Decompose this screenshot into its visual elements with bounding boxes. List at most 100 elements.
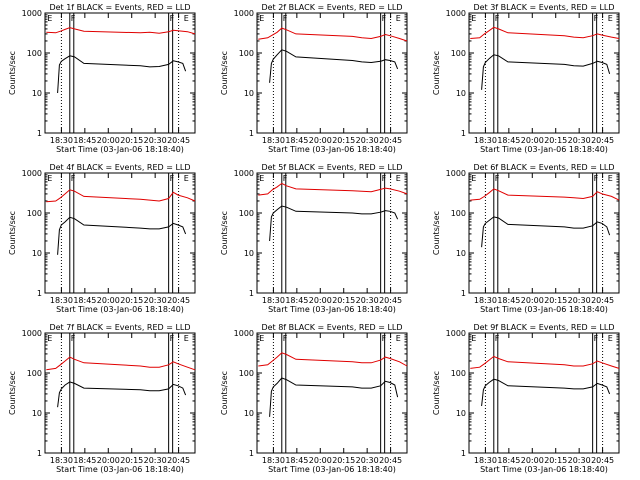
x-tick-label: 20:00 xyxy=(309,456,332,465)
events-series-line xyxy=(481,378,611,407)
x-tick-label: 18:45 xyxy=(73,456,96,465)
x-tick-label: 18:30 xyxy=(474,296,497,305)
x-tick-label: 20:30 xyxy=(568,456,591,465)
x-tick-label: 20:15 xyxy=(544,136,567,145)
x-tick-label: 20:15 xyxy=(544,296,567,305)
y-tick-label: 1 xyxy=(461,289,466,298)
x-tick-label: 18:30 xyxy=(474,456,497,465)
x-tick-label: 18:45 xyxy=(285,456,308,465)
chart-panel: Det 6f BLACK = Events, RED = LLD Counts/s… xyxy=(432,163,620,314)
plot-frame xyxy=(44,172,196,294)
x-tick-label: 20:15 xyxy=(120,136,143,145)
x-tick-label: 20:15 xyxy=(332,296,355,305)
flag-label: E xyxy=(608,174,613,183)
lld-series-line xyxy=(258,352,408,367)
plot-frame xyxy=(256,172,408,294)
chart-title: Det 6f BLACK = Events, RED = LLD xyxy=(473,163,614,172)
chart-panel: Det 4f BLACK = Events, RED = LLD Counts/s… xyxy=(8,163,196,314)
x-axis-label: Start Time (03-Jan-06 18:18:40) xyxy=(268,145,396,154)
x-axis-label: Start Time (03-Jan-06 18:18:40) xyxy=(268,465,396,474)
x-tick-label: 20:00 xyxy=(309,136,332,145)
chart-panel: Det 2f BLACK = Events, RED = LLD Counts/s… xyxy=(220,3,408,154)
x-tick-label: 20:45 xyxy=(379,296,402,305)
x-tick-label: 20:30 xyxy=(356,296,379,305)
y-tick-label: 1 xyxy=(249,449,254,458)
y-tick-label: 100 xyxy=(239,209,254,218)
x-tick-label: 20:15 xyxy=(120,456,143,465)
x-tick-label: 20:45 xyxy=(167,296,190,305)
x-tick-label: 20:30 xyxy=(144,136,167,145)
y-tick-label: 1000 xyxy=(234,9,254,18)
lld-series-line xyxy=(470,355,620,369)
y-tick-label: 1 xyxy=(37,289,42,298)
x-axis-label: Start Time (03-Jan-06 18:18:40) xyxy=(56,145,184,154)
y-axis-label: Counts/sec xyxy=(432,371,441,415)
flag-label: E xyxy=(396,174,401,183)
y-tick-label: 1 xyxy=(37,449,42,458)
flag-label: E xyxy=(47,14,52,23)
flag-label: E xyxy=(259,334,264,343)
x-tick-label: 18:30 xyxy=(262,136,285,145)
x-tick-label: 20:00 xyxy=(97,456,120,465)
x-tick-label: 20:30 xyxy=(356,456,379,465)
y-axis-label: Counts/sec xyxy=(8,211,17,255)
lld-series-line xyxy=(258,182,408,196)
flag-label: E xyxy=(471,174,476,183)
x-axis-label: Start Time (03-Jan-06 18:18:40) xyxy=(268,305,396,314)
chart-panel: Det 9f BLACK = Events, RED = LLD Counts/s… xyxy=(432,323,620,474)
x-tick-label: 20:00 xyxy=(309,296,332,305)
x-tick-label: 20:00 xyxy=(521,296,544,305)
y-tick-label: 10 xyxy=(244,409,254,418)
x-tick-label: 18:30 xyxy=(50,456,73,465)
x-axis-label: Start Time (03-Jan-06 18:18:40) xyxy=(56,305,184,314)
y-tick-label: 1 xyxy=(249,129,254,138)
lld-series-line xyxy=(46,27,196,35)
y-tick-label: 10 xyxy=(32,89,42,98)
x-tick-label: 20:00 xyxy=(521,456,544,465)
x-tick-label: 20:00 xyxy=(97,136,120,145)
x-tick-label: 20:15 xyxy=(332,136,355,145)
x-tick-label: 18:45 xyxy=(497,136,520,145)
y-tick-label: 10 xyxy=(244,249,254,258)
chart-panel: Det 1f BLACK = Events, RED = LLD Counts/s… xyxy=(8,3,196,154)
x-tick-label: 20:15 xyxy=(332,456,355,465)
chart-title: Det 9f BLACK = Events, RED = LLD xyxy=(473,323,614,332)
x-tick-label: 18:45 xyxy=(285,136,308,145)
y-tick-label: 10 xyxy=(456,89,466,98)
plot-frame xyxy=(256,12,408,134)
x-tick-label: 20:30 xyxy=(568,296,591,305)
chart-panel: Det 3f BLACK = Events, RED = LLD Counts/s… xyxy=(432,3,620,154)
x-tick-label: 20:30 xyxy=(356,136,379,145)
chart-panel: Det 7f BLACK = Events, RED = LLD Counts/s… xyxy=(8,323,196,474)
flag-label: E xyxy=(608,14,613,23)
x-axis-label: Start Time (03-Jan-06 18:18:40) xyxy=(56,465,184,474)
y-axis-label: Counts/sec xyxy=(220,51,229,95)
y-tick-label: 100 xyxy=(27,209,42,218)
lld-series-line xyxy=(46,189,196,203)
y-tick-label: 1000 xyxy=(234,329,254,338)
lld-series-line xyxy=(470,188,620,201)
x-tick-label: 20:30 xyxy=(144,456,167,465)
plot-frame xyxy=(44,332,196,454)
y-tick-label: 1 xyxy=(461,129,466,138)
flag-label: E xyxy=(259,14,264,23)
y-tick-label: 10 xyxy=(244,89,254,98)
y-tick-label: 1000 xyxy=(22,169,42,178)
y-axis-label: Counts/sec xyxy=(8,51,17,95)
lld-series-line xyxy=(258,27,408,42)
y-tick-label: 1000 xyxy=(446,329,466,338)
plot-frame xyxy=(468,172,620,294)
x-tick-label: 20:45 xyxy=(591,296,614,305)
y-tick-label: 10 xyxy=(32,249,42,258)
x-tick-label: 18:45 xyxy=(285,296,308,305)
y-axis-label: Counts/sec xyxy=(220,371,229,415)
x-axis-label: Start Time (03-Jan-06 18:18:40) xyxy=(480,305,608,314)
y-tick-label: 1000 xyxy=(22,9,42,18)
plot-frame xyxy=(44,12,196,134)
chart-title: Det 2f BLACK = Events, RED = LLD xyxy=(261,3,402,12)
plot-frame xyxy=(468,332,620,454)
events-series-line xyxy=(57,55,187,94)
flag-label: E xyxy=(47,174,52,183)
x-tick-label: 20:30 xyxy=(144,296,167,305)
flag-label: E xyxy=(608,334,613,343)
